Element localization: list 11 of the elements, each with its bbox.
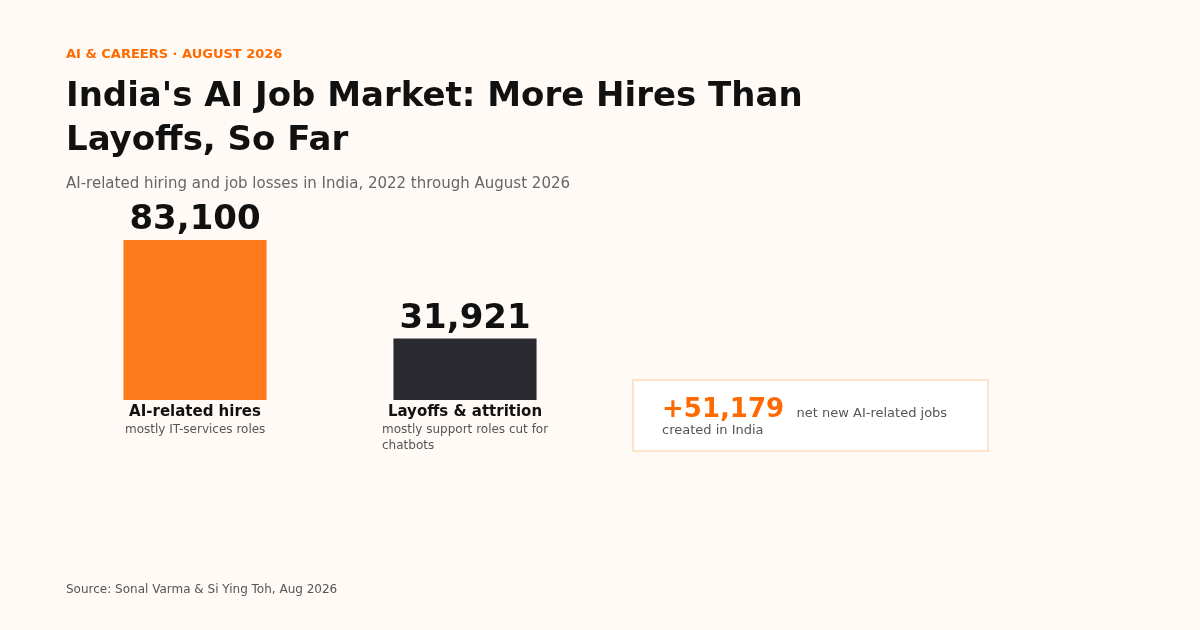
data-label: 31,921	[399, 295, 531, 336]
chart-title: India's AI Job Market: More Hires Than Layoffs, So Far	[66, 74, 803, 159]
text: mostly support roles cut for chatbots	[382, 422, 549, 452]
data-label: 83,100	[129, 197, 261, 237]
source-note: Source: Sonal Varma & Si Ying Toh, Aug 2026	[66, 582, 338, 596]
text: AI & CAREERS · AUGUST 2026	[66, 46, 283, 61]
x-tick-label: Layoffs & attrition	[387, 402, 543, 420]
x-tick-label: AI-related hires	[129, 402, 262, 420]
text: mostly IT-services roles	[125, 422, 266, 436]
text: +51,179 net new AI-related jobs created in India	[662, 393, 948, 437]
chart-subtitle: AI-related hiring and job losses in India, 2022 through August 2026	[66, 174, 571, 192]
